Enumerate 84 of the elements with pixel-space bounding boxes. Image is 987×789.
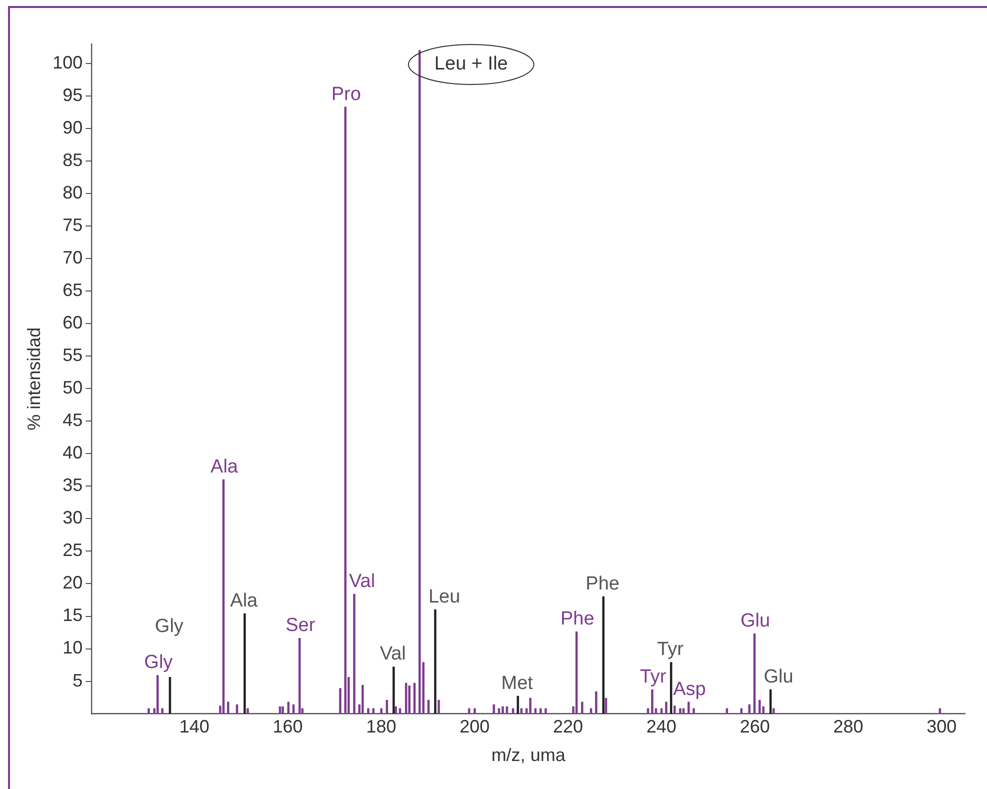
bar: [392, 666, 395, 714]
bar: [148, 708, 150, 714]
y-tick-label: 85: [62, 150, 83, 170]
bar: [758, 700, 761, 714]
data-label: Asp: [673, 678, 706, 700]
data-label: Leu: [428, 586, 460, 608]
bar: [688, 702, 690, 714]
y-tick-label: 60: [62, 312, 83, 333]
bar: [468, 708, 470, 714]
bar: [282, 706, 284, 714]
y-tick-label: 80: [62, 182, 83, 203]
y-tick-label: 30: [62, 508, 83, 528]
x-axis-title: m/z, uma: [491, 745, 566, 766]
y-tick-label: 15: [62, 605, 83, 626]
annotation: Leu + Ile: [434, 54, 508, 75]
data-label: Ala: [230, 590, 258, 612]
bar: [434, 609, 436, 714]
x-tick-label: 220: [552, 716, 584, 737]
bar: [367, 708, 370, 714]
bar: [748, 704, 750, 714]
data-label: Glu: [764, 666, 794, 688]
bar: [529, 698, 532, 714]
y-tick-label: 95: [62, 84, 83, 105]
bar: [674, 706, 676, 714]
bar: [438, 700, 440, 714]
x-tick-label: 260: [740, 716, 770, 737]
bar: [246, 708, 249, 714]
bar: [418, 50, 421, 714]
bar: [679, 708, 682, 714]
y-tick-label: 5: [72, 670, 83, 690]
y-tick-label: 50: [62, 378, 83, 398]
bar: [665, 702, 668, 714]
y-tick-label: 75: [62, 215, 83, 236]
bar: [595, 691, 598, 714]
y-tick-label: 25: [62, 540, 83, 560]
bar: [408, 686, 410, 714]
data-label: Pro: [331, 84, 361, 105]
bar: [502, 706, 504, 714]
y-tick-label: 100: [52, 52, 83, 72]
bar: [581, 702, 584, 714]
data-label: Val: [380, 644, 406, 665]
bar: [244, 613, 246, 714]
data-label: Tyr: [640, 666, 667, 688]
bar: [339, 688, 342, 714]
data-label: Phe: [586, 573, 620, 594]
bar: [692, 708, 695, 714]
y-tick-label: 90: [62, 118, 83, 138]
y-tick-label: 65: [62, 280, 83, 300]
x-tick-label: 240: [646, 716, 676, 737]
x-tick-label: 200: [460, 716, 490, 737]
x-tick-label: 160: [272, 716, 303, 737]
data-label: Glu: [740, 610, 770, 632]
y-tick-label: 20: [62, 572, 83, 593]
data-label: Tyr: [657, 639, 684, 660]
y-tick-label: 40: [62, 442, 83, 463]
x-tick-label: 180: [366, 716, 396, 737]
data-label: Phe: [560, 608, 594, 630]
bar: [227, 702, 230, 714]
bar: [161, 708, 164, 714]
bar: [772, 708, 775, 714]
y-tick-label: 35: [62, 475, 83, 496]
x-tick-label: 140: [179, 716, 210, 737]
y-axis-title: % intensidad: [24, 327, 44, 430]
bar: [394, 706, 397, 714]
y-tick-label: 70: [62, 248, 83, 268]
y-tick-label: 10: [62, 638, 83, 658]
data-label: Ser: [286, 615, 316, 636]
bar: [353, 594, 356, 714]
bar: [602, 596, 605, 714]
data-label: Gly: [154, 616, 184, 638]
x-tick-label: 300: [926, 716, 957, 737]
bar: [544, 708, 547, 714]
data-label: Met: [501, 672, 534, 694]
bar: [344, 106, 346, 714]
bar: [362, 684, 364, 714]
data-label: Ala: [210, 456, 238, 478]
bar: [380, 708, 382, 714]
data-label: Gly: [144, 652, 174, 674]
bar: [474, 708, 476, 714]
bar: [651, 689, 654, 714]
y-tick-label: 45: [62, 410, 83, 430]
x-tick-label: 280: [833, 716, 864, 737]
y-tick-label: 55: [62, 345, 83, 366]
data-label: Val: [349, 570, 376, 592]
